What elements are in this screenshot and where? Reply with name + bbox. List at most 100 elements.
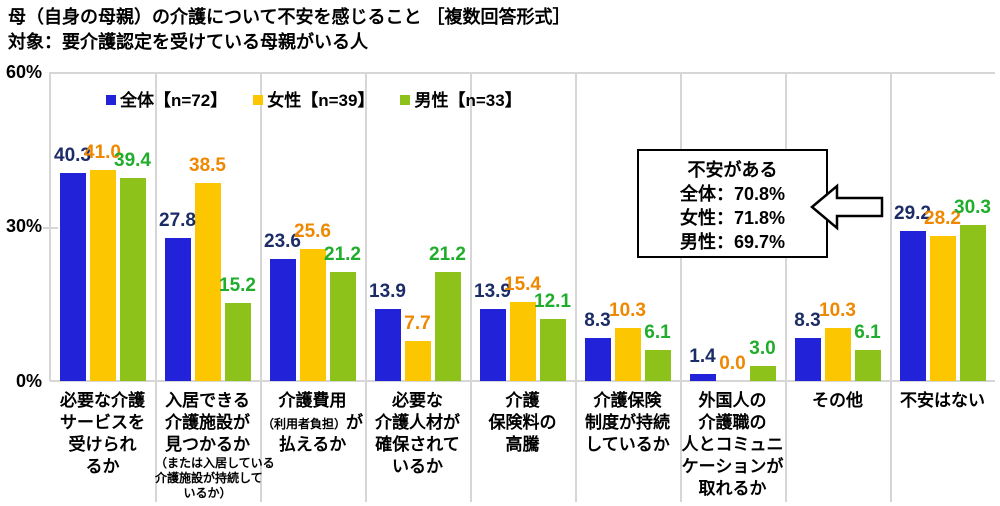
legend-label: 男性【n=33】 xyxy=(414,91,522,110)
bar-male xyxy=(119,178,146,381)
category-label-line: 不安はない xyxy=(900,391,985,410)
chart-subtitle: 対象：要介護認定を受けている母親がいる人 xyxy=(8,32,368,52)
callout-stat-total: 全体：70.8% xyxy=(679,184,786,204)
category-label-line: 介護施設が xyxy=(165,413,250,432)
bar-total xyxy=(584,338,611,381)
category-label: 入居できる 介護施設が 見つかるか （または入居している 介護施設が持続して いるか） xyxy=(155,384,275,501)
y-axis-tick-mark-30 xyxy=(43,226,58,229)
category-label-line: 受けられ xyxy=(68,435,137,454)
category-label: 必要な介護 サービスを 受けられ るか xyxy=(50,384,155,478)
category-label: 外国人の介護職の人とコミュニ ケーションが 取れるか xyxy=(680,384,785,500)
category-separator-line xyxy=(575,72,577,502)
bar-male xyxy=(224,302,251,381)
category-separator-line xyxy=(260,72,262,502)
category-label-line: 確保されて xyxy=(375,435,460,454)
bar-value-label: 40.3 xyxy=(54,145,91,167)
plot-top-border xyxy=(50,72,995,74)
category-label-line: 介護職の xyxy=(698,413,767,432)
category-label-line: （または入居している xyxy=(155,456,275,470)
bar-male xyxy=(539,318,566,381)
bar-value-label: 15.2 xyxy=(219,274,256,296)
legend-swatch-icon xyxy=(106,94,116,105)
bar-value-label: 28.2 xyxy=(924,207,961,229)
category-separator-line xyxy=(155,72,157,502)
bar-value-label: 13.9 xyxy=(474,281,511,303)
bar-value-label: 15.4 xyxy=(504,273,541,295)
category-label-line: いるか xyxy=(392,457,443,476)
bar-total xyxy=(374,309,401,381)
bar-value-label: 21.2 xyxy=(429,243,466,265)
bar-value-label: 6.1 xyxy=(854,321,881,343)
bar-value-label: 38.5 xyxy=(189,154,226,176)
bar-total xyxy=(689,373,716,381)
bar-male xyxy=(959,224,986,381)
category-label-line: 見つかるか xyxy=(165,435,250,454)
bar-total xyxy=(59,173,86,381)
category-label-line: 介護 xyxy=(505,391,540,410)
category-label-line: 必要な xyxy=(392,391,443,410)
bar-value-label: 39.4 xyxy=(114,150,151,172)
category-label-line: 介護費用 xyxy=(278,391,347,410)
plot-bottom-border xyxy=(50,380,995,382)
category-label: 必要な介護人材が確保されているか xyxy=(365,384,470,478)
bar-female xyxy=(299,249,326,381)
legend-swatch-icon xyxy=(400,94,411,105)
bar-female xyxy=(194,182,221,381)
category-label-line: その他 xyxy=(812,391,863,410)
bar-value-label: 27.8 xyxy=(159,209,196,231)
bar-value-label: 23.6 xyxy=(264,231,301,253)
bar-value-label: 30.3 xyxy=(954,196,991,218)
category-label-line: 外国人の xyxy=(698,391,767,410)
category-label-line: 制度が持続 xyxy=(585,413,670,432)
bar-total xyxy=(269,259,296,381)
bar-value-label: 7.7 xyxy=(404,313,431,335)
callout-stat-male: 男性：69.7% xyxy=(679,232,786,252)
callout-stat-female: 女性：71.8% xyxy=(679,208,786,228)
chart-legend: 全体【n=72】 女性【n=39】 男性【n=33】 xyxy=(106,86,522,111)
category-label-line: 介護保険 xyxy=(593,391,662,410)
y-axis-tick-60: 60% xyxy=(5,62,42,82)
bar-male xyxy=(749,365,776,381)
y-axis-tick-30: 30% xyxy=(5,216,42,236)
bar-total xyxy=(899,230,926,381)
bar-male xyxy=(329,271,356,381)
category-label-line: 介護施設が持続して xyxy=(155,471,263,485)
bar-female xyxy=(824,327,851,381)
category-label-line: 保険料の xyxy=(488,413,557,432)
category-label-line: 取れるか xyxy=(698,479,767,498)
legend-label: 全体【n=72】 xyxy=(120,91,228,110)
category-separator-line xyxy=(890,72,892,502)
legend-swatch-icon xyxy=(253,94,264,105)
chart-title: 母（自身の母親）の介護について不安を感じること ［複数回答形式］ xyxy=(8,7,571,27)
category-label-line: サービスを xyxy=(60,413,145,432)
legend-label: 女性【n=39】 xyxy=(267,91,375,110)
category-label-line: 払えるか xyxy=(278,435,347,454)
bar-total xyxy=(794,338,821,381)
bar-male xyxy=(644,349,671,381)
bar-female xyxy=(509,301,536,381)
category-label-line: しているか xyxy=(585,435,670,454)
bar-value-label: 25.6 xyxy=(294,221,331,243)
bar-value-label: 1.4 xyxy=(689,345,716,367)
category-label-line: るか xyxy=(85,457,120,476)
bar-value-label: 41.0 xyxy=(84,141,121,163)
category-label-line: 介護人材が xyxy=(375,413,460,432)
bar-female xyxy=(614,327,641,381)
bar-value-label: 12.1 xyxy=(534,290,571,312)
bar-value-label: 29.2 xyxy=(894,202,931,224)
legend-item-female: 女性【n=39】 xyxy=(253,86,374,111)
bar-value-label: 0.0 xyxy=(719,353,746,374)
chart-title-block: 母（自身の母親）の介護について不安を感じること ［複数回答形式］ 対象：要介護認… xyxy=(8,5,570,55)
left-arrow-icon xyxy=(810,183,884,231)
category-label-line: 人とコミュニ xyxy=(681,435,784,454)
category-label-line: ケーションが xyxy=(681,457,784,476)
bar-value-label: 13.9 xyxy=(369,281,406,303)
category-separator-line xyxy=(680,72,682,502)
bar-value-label: 8.3 xyxy=(794,310,821,332)
category-separator-line xyxy=(470,72,472,502)
bar-value-label: 8.3 xyxy=(584,310,611,332)
callout-box: 不安がある 全体：70.8% 女性：71.8% 男性：69.7% xyxy=(637,149,828,258)
bar-male xyxy=(854,349,881,381)
category-separator-line xyxy=(365,72,367,502)
